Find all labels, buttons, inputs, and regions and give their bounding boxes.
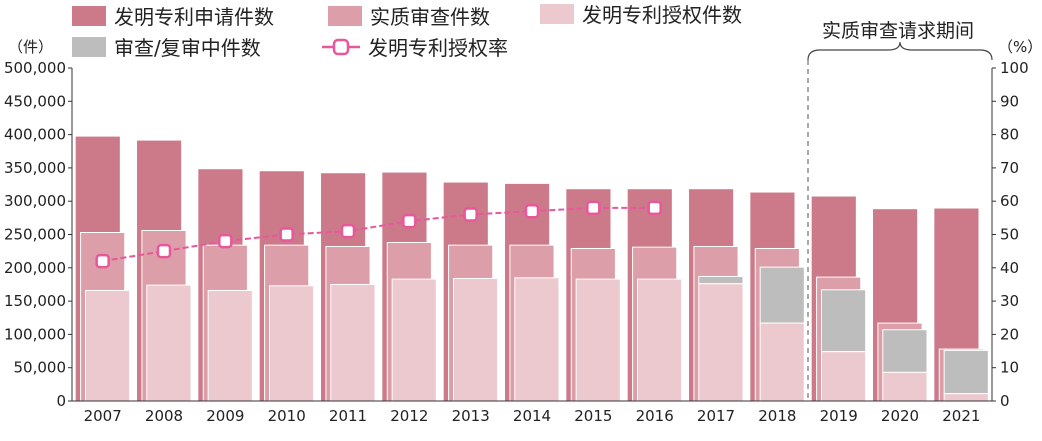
legend-swatch-pending	[72, 37, 106, 57]
legend-label-exam-requests: 实质审查件数	[370, 5, 490, 29]
x-tick-label-2009: 2009	[206, 407, 244, 425]
bar-pending-2019	[820, 289, 867, 353]
y-tick-right-label: 40	[1000, 259, 1019, 277]
x-tick-label-2014: 2014	[513, 407, 551, 425]
legend-label-grants: 发明专利授权件数	[582, 3, 742, 27]
bar-grants-2012	[391, 278, 437, 402]
bar-pending-2018	[759, 266, 805, 324]
bar-grants-2016	[636, 278, 683, 402]
x-tick-label-2019: 2019	[820, 407, 858, 425]
y-tick-left-label: 200,000	[4, 259, 66, 277]
legend-label-pending: 审查/复审中件数	[114, 36, 261, 60]
grant-rate-point-2008	[156, 243, 172, 259]
legend-marker-grant-rate	[332, 38, 350, 56]
bar-pending-2020	[882, 329, 928, 373]
y-tick-left-label: 450,000	[4, 92, 66, 110]
y-axis-left-unit: （件）	[8, 38, 53, 56]
x-tick-label-2013: 2013	[452, 407, 490, 425]
x-tick-label-2015: 2015	[574, 407, 612, 425]
legend-swatch-applications	[72, 6, 106, 26]
y-tick-left-label: 50,000	[14, 359, 67, 377]
y-tick-left-label: 0	[56, 392, 66, 410]
y-axis-right-unit: （%）	[998, 38, 1042, 56]
y-tick-left-label: 150,000	[4, 292, 66, 310]
grant-rate-point-2011	[340, 223, 356, 239]
y-tick-left-label: 100,000	[4, 325, 66, 343]
legend-label-applications: 发明专利申请件数	[114, 5, 274, 29]
x-tick-label-2008: 2008	[145, 407, 183, 425]
bar-pending-2017	[698, 275, 744, 285]
y-tick-left-label: 250,000	[4, 226, 66, 244]
legend-swatch-grants	[540, 4, 574, 24]
legend-label-grant-rate: 发明专利授权率	[368, 36, 508, 60]
x-tick-label-2011: 2011	[329, 407, 367, 425]
bar-grants-2007	[84, 289, 131, 402]
bar-grants-2018	[759, 322, 805, 402]
grant-rate-point-2010	[279, 227, 294, 242]
x-tick-label-2010: 2010	[268, 407, 306, 425]
x-tick-label-2017: 2017	[697, 407, 735, 425]
y-tick-left-label: 300,000	[4, 192, 66, 210]
bar-grants-2010	[268, 285, 315, 402]
x-tick-label-2007: 2007	[84, 407, 122, 425]
legend: 发明专利申请件数 实质审查件数 发明专利授权件数 审查/复审中件数 发明专利授权…	[72, 3, 742, 60]
bar-grants-2014	[514, 277, 560, 402]
bar-grants-2009	[207, 289, 253, 402]
grant-rate-point-2013	[463, 207, 478, 222]
bars-layer	[75, 136, 989, 402]
bar-grants-2013	[452, 277, 499, 402]
grant-rate-line	[102, 206, 655, 263]
y-tick-left-label: 500,000	[4, 59, 66, 77]
exam-period-brace	[807, 41, 993, 61]
grant-rate-point-2014	[524, 203, 540, 219]
y-tick-right-label: 20	[1000, 325, 1019, 343]
bar-grants-2011	[330, 283, 376, 402]
x-tick-label-2021: 2021	[942, 407, 980, 425]
x-tick-label-2018: 2018	[758, 407, 796, 425]
x-tick-label-2012: 2012	[390, 407, 428, 425]
bar-grants-2020	[882, 371, 928, 402]
bar-grants-2017	[698, 283, 744, 402]
exam-period-annotation: 实质审查请求期间	[822, 20, 974, 42]
y-tick-right-label: 60	[1000, 192, 1019, 210]
y-tick-right-label: 90	[1000, 92, 1019, 110]
bar-grants-2008	[146, 284, 192, 402]
y-tick-right-label: 50	[1000, 226, 1019, 244]
legend-swatch-exam-requests	[328, 6, 362, 26]
bar-grants-2015	[575, 278, 621, 402]
grant-rate-point-2016	[647, 200, 662, 216]
y-tick-right-label: 0	[1000, 392, 1010, 410]
y-tick-right-label: 80	[1000, 126, 1019, 144]
y-tick-right-label: 10	[1000, 359, 1019, 377]
y-tick-right-label: 30	[1000, 292, 1019, 310]
y-tick-right-label: 100	[1000, 59, 1029, 77]
grant-rate-point-2009	[218, 233, 233, 249]
y-tick-left-label: 400,000	[4, 126, 66, 144]
line-layer	[95, 200, 662, 269]
x-tick-label-2020: 2020	[881, 407, 919, 425]
bar-grants-2021	[943, 393, 989, 402]
y-tick-right-label: 70	[1000, 159, 1019, 177]
y-tick-left-label: 350,000	[4, 159, 66, 177]
grant-rate-point-2015	[586, 200, 601, 216]
grant-rate-point-2007	[95, 253, 110, 269]
exam-period-label: 实质审查请求期间	[822, 20, 974, 42]
axes-layer: 0 50,000 100,000 150,000 200,000 250,000 300,0…	[4, 41, 1029, 425]
x-tick-label-2016: 2016	[636, 407, 674, 425]
grant-rate-point-2012	[402, 213, 417, 229]
bar-pending-2021	[943, 349, 989, 395]
bar-grants-2019	[820, 351, 867, 402]
